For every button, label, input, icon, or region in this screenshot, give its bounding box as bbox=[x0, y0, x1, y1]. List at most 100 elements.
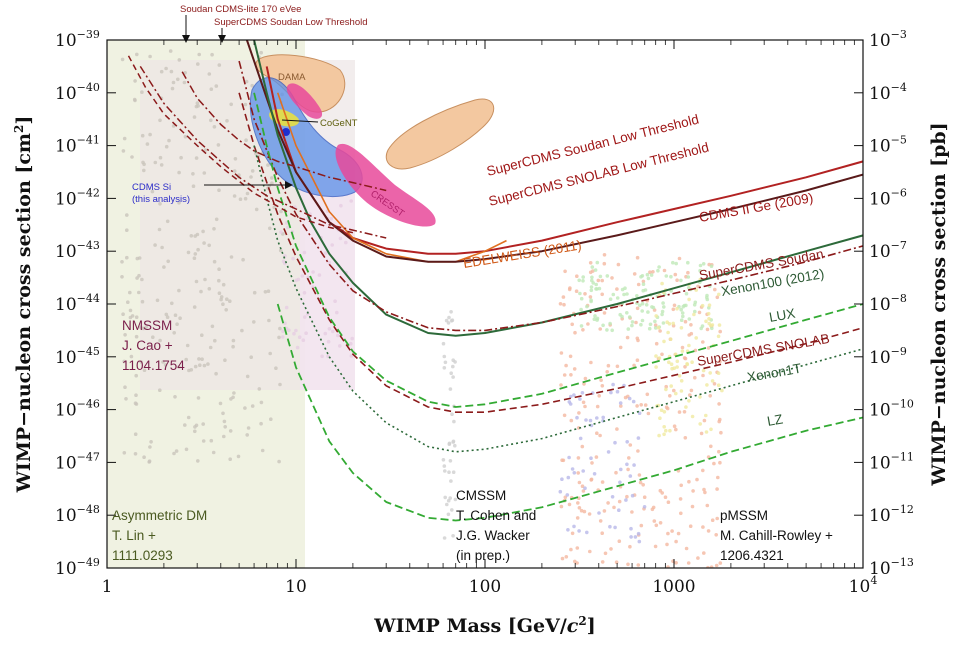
limit-curve bbox=[276, 92, 507, 263]
scan-point bbox=[170, 301, 174, 306]
scan-point bbox=[259, 50, 264, 55]
scan-point bbox=[703, 490, 707, 495]
y2-tick-label: 10−9 bbox=[869, 345, 907, 368]
scan-point bbox=[153, 160, 158, 165]
scan-point bbox=[680, 311, 685, 315]
scan-point bbox=[577, 480, 582, 485]
scan-point bbox=[625, 292, 629, 296]
scan-point bbox=[278, 382, 282, 387]
scan-point bbox=[671, 307, 676, 312]
scan-point bbox=[705, 327, 710, 332]
scan-point bbox=[445, 502, 449, 507]
scan-point bbox=[243, 406, 247, 410]
scan-point bbox=[446, 512, 451, 517]
scan-point bbox=[177, 170, 181, 175]
scan-point bbox=[137, 290, 141, 295]
scan-point bbox=[135, 52, 139, 57]
scan-point bbox=[641, 279, 646, 284]
scan-point bbox=[252, 290, 257, 295]
scan-point bbox=[576, 471, 580, 475]
scan-point bbox=[278, 248, 283, 253]
scan-point bbox=[587, 512, 592, 516]
scan-point bbox=[674, 261, 678, 266]
theory-regions bbox=[107, 40, 724, 568]
scan-point bbox=[600, 480, 605, 484]
scan-point bbox=[716, 371, 721, 376]
scan-point bbox=[577, 506, 582, 510]
scan-point bbox=[660, 352, 664, 357]
scan-point bbox=[608, 524, 612, 529]
limit-curve bbox=[253, 40, 863, 337]
y-axis-title: WIMP−nucleon cross section [cm2] bbox=[12, 116, 35, 494]
scan-point bbox=[594, 455, 599, 459]
scan-point bbox=[611, 382, 615, 387]
scan-point bbox=[210, 52, 214, 57]
scan-point bbox=[203, 148, 208, 152]
scan-point bbox=[209, 87, 214, 91]
scan-point bbox=[201, 422, 205, 426]
scan-point bbox=[680, 345, 685, 350]
scan-point bbox=[249, 175, 253, 179]
scan-point bbox=[610, 276, 614, 280]
scan-point bbox=[448, 496, 453, 500]
scan-point bbox=[717, 292, 721, 297]
scan-point bbox=[589, 288, 594, 293]
scan-point bbox=[294, 328, 298, 333]
scan-point bbox=[558, 302, 563, 306]
scan-point bbox=[648, 322, 653, 327]
scan-point bbox=[581, 279, 585, 283]
scan-point bbox=[593, 314, 597, 318]
scan-point bbox=[270, 181, 274, 185]
limit-curve bbox=[238, 60, 863, 332]
scan-point bbox=[191, 184, 196, 188]
scan-point bbox=[129, 354, 134, 359]
scan-point bbox=[170, 86, 175, 91]
y2-tick-label: 10−3 bbox=[869, 28, 907, 51]
scan-point bbox=[266, 289, 271, 294]
scan-point bbox=[228, 299, 232, 304]
scan-point bbox=[698, 268, 702, 273]
scan-point bbox=[668, 394, 672, 398]
scan-point bbox=[229, 102, 233, 107]
scan-point bbox=[667, 360, 671, 365]
scan-point bbox=[222, 419, 227, 424]
scan-point bbox=[595, 316, 600, 321]
scan-point bbox=[718, 561, 723, 565]
scan-point bbox=[277, 459, 281, 464]
scan-point bbox=[595, 431, 599, 436]
y-tick-label: 10−42 bbox=[55, 186, 100, 209]
scan-point bbox=[573, 559, 577, 564]
scan-point bbox=[269, 417, 273, 422]
scan-point bbox=[710, 326, 714, 331]
scan-point bbox=[614, 560, 619, 564]
scan-point bbox=[214, 84, 219, 88]
limit-curve bbox=[253, 92, 863, 408]
scan-point bbox=[617, 539, 622, 543]
scan-point bbox=[679, 307, 683, 312]
scan-point bbox=[690, 414, 695, 419]
asym-label-3: 1111.0293 bbox=[112, 548, 173, 563]
scan-point bbox=[217, 278, 221, 283]
scan-point bbox=[594, 282, 598, 287]
scan-point bbox=[229, 255, 234, 259]
scan-point bbox=[569, 547, 573, 552]
scan-point bbox=[701, 340, 705, 344]
scan-point bbox=[585, 530, 589, 535]
signal-regions bbox=[249, 54, 495, 227]
scan-point bbox=[209, 438, 214, 443]
scan-point bbox=[596, 278, 601, 283]
scan-point bbox=[140, 277, 144, 282]
scan-point bbox=[575, 546, 580, 550]
scan-point bbox=[650, 507, 655, 512]
scan-point bbox=[202, 363, 207, 368]
scan-point bbox=[684, 291, 689, 296]
scan-point bbox=[228, 457, 232, 462]
y2-tick-label: 10−12 bbox=[869, 503, 914, 526]
y2-tick-label: 10−4 bbox=[869, 81, 907, 104]
scan-point bbox=[590, 275, 594, 280]
scan-point bbox=[665, 320, 669, 325]
y2-tick-label: 10−6 bbox=[869, 186, 907, 209]
scan-point bbox=[588, 418, 593, 423]
scan-point bbox=[163, 363, 168, 367]
scan-point bbox=[277, 335, 281, 340]
